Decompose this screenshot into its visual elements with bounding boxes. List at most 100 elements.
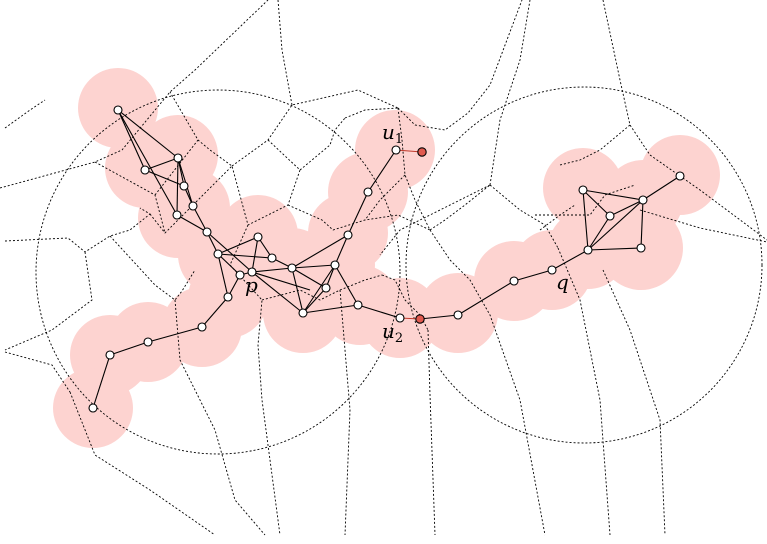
left-range-circle bbox=[35, 89, 401, 455]
graph-edge bbox=[217, 236, 259, 255]
range-circles bbox=[35, 86, 763, 455]
voronoi-edge bbox=[429, 184, 491, 231]
voronoi-edge bbox=[154, 91, 199, 196]
voronoi-edge bbox=[299, 117, 346, 171]
graph-edge bbox=[251, 236, 259, 273]
graph-node bbox=[235, 270, 245, 280]
graph-edge bbox=[192, 205, 208, 233]
graph-node bbox=[353, 300, 363, 310]
label-u1-main: u bbox=[382, 120, 395, 144]
graph-edge bbox=[302, 287, 327, 314]
voronoi-edge bbox=[364, 174, 406, 221]
graph-node bbox=[213, 249, 223, 259]
voronoi-edge bbox=[344, 107, 399, 119]
voronoi-edge bbox=[489, 0, 531, 186]
highlight-node-upper bbox=[417, 147, 427, 157]
voronoi-edge bbox=[277, 0, 293, 106]
voronoi-edge bbox=[397, 0, 523, 131]
voronoi-edge bbox=[602, 269, 666, 536]
graph-node bbox=[143, 337, 153, 347]
graph-node bbox=[343, 230, 353, 240]
graph-node bbox=[330, 260, 340, 270]
graph-node bbox=[197, 322, 207, 332]
graph-edge bbox=[147, 326, 203, 343]
graph-edge bbox=[457, 280, 515, 316]
graph-edge bbox=[347, 191, 369, 236]
graph-node bbox=[605, 211, 615, 221]
graph-node-p bbox=[247, 267, 257, 277]
graph-edge bbox=[117, 109, 178, 216]
graph-node bbox=[202, 227, 212, 237]
voronoi-edge bbox=[4, 99, 46, 129]
graph-node-u2 bbox=[395, 313, 405, 323]
voronoi-edge bbox=[397, 107, 431, 231]
label-p: p bbox=[245, 273, 258, 297]
graph-node bbox=[88, 403, 98, 413]
graph-node bbox=[188, 201, 198, 211]
highlight-node-lower bbox=[415, 314, 425, 324]
voronoi-edge bbox=[4, 251, 93, 351]
graph-edge bbox=[144, 157, 179, 171]
graph-node bbox=[321, 283, 331, 293]
voronoi-edge bbox=[4, 351, 71, 393]
graph-edge bbox=[302, 264, 336, 314]
graph-node bbox=[638, 195, 648, 205]
graph-edge bbox=[302, 304, 359, 314]
label-q: q bbox=[556, 270, 569, 294]
voronoi-edge bbox=[602, 0, 651, 156]
graph-edge bbox=[176, 214, 208, 233]
graph-node bbox=[583, 245, 593, 255]
voronoi-edge bbox=[379, 184, 491, 256]
graph-node bbox=[113, 105, 123, 115]
label-u2-subscript: 2 bbox=[395, 331, 403, 346]
graph-edge bbox=[587, 199, 644, 251]
graph-node bbox=[675, 171, 685, 181]
graph-edge bbox=[109, 341, 149, 356]
graph-edge bbox=[251, 267, 293, 273]
graph-edge bbox=[291, 264, 336, 269]
label-u2: u2 bbox=[382, 319, 403, 346]
graph-edge bbox=[291, 267, 327, 289]
graph-edge bbox=[513, 269, 553, 282]
graph-node bbox=[578, 185, 588, 195]
graph-edge bbox=[367, 149, 397, 193]
graph-edge bbox=[334, 264, 359, 306]
voronoi-edge bbox=[287, 204, 431, 231]
voronoi-edge bbox=[4, 207, 151, 253]
graph-edge bbox=[582, 189, 589, 251]
graph-edge bbox=[642, 175, 681, 201]
graph-node-u1 bbox=[391, 145, 401, 155]
node-labels: u1 u2 p q bbox=[245, 120, 569, 346]
graph-node bbox=[173, 153, 183, 163]
graph-edge bbox=[291, 234, 349, 269]
graph-edge bbox=[206, 231, 253, 273]
voronoi-edge bbox=[229, 224, 281, 536]
label-u2-main: u bbox=[382, 319, 395, 343]
graph-node bbox=[363, 187, 373, 197]
graph-edge bbox=[582, 189, 644, 201]
graph-edge bbox=[251, 271, 311, 291]
voronoi-edge bbox=[0, 0, 269, 189]
voronoi-edge bbox=[639, 209, 767, 243]
graph-node bbox=[509, 276, 519, 286]
graph-node bbox=[298, 308, 308, 318]
graph-edge bbox=[92, 354, 111, 409]
voronoi-edge bbox=[381, 274, 429, 331]
graph-nodes bbox=[88, 105, 685, 413]
voronoi-edge bbox=[429, 229, 546, 536]
graph-edge bbox=[357, 304, 401, 319]
graph-edge bbox=[217, 253, 273, 259]
graph-node bbox=[287, 263, 297, 273]
graph-edge bbox=[609, 199, 644, 217]
label-u1: u1 bbox=[382, 120, 403, 147]
voronoi-edge bbox=[557, 247, 611, 536]
graph-edge bbox=[117, 109, 179, 159]
voronoi-edge bbox=[174, 299, 266, 536]
graph-node bbox=[179, 181, 189, 191]
graph-node bbox=[636, 243, 646, 253]
graph-edge bbox=[551, 249, 589, 271]
graph-node bbox=[267, 253, 277, 263]
graph-edge bbox=[582, 189, 611, 217]
